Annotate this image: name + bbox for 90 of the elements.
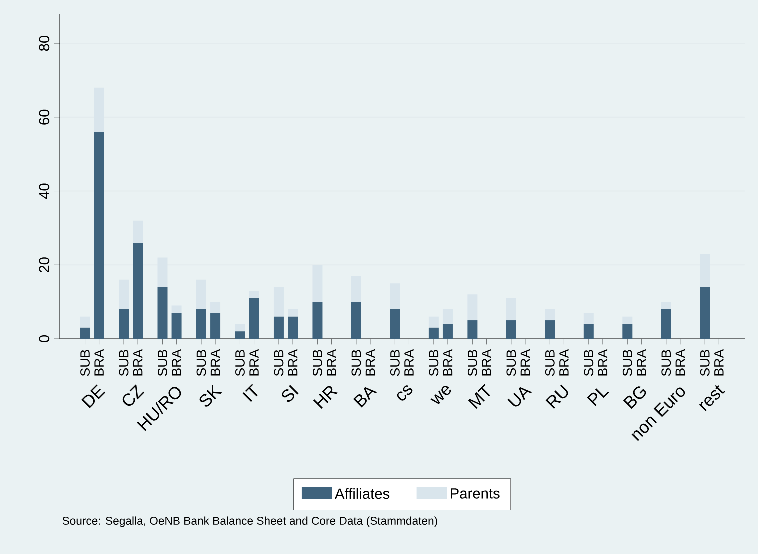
x-tick-label: SUB <box>662 350 672 376</box>
x-tick-label: BRA <box>404 349 414 376</box>
text: UA <box>508 387 532 407</box>
bar <box>312 302 323 339</box>
text: cs <box>397 386 413 401</box>
bar <box>196 280 206 310</box>
bar <box>196 309 206 339</box>
x-tick-label: SUB <box>352 350 362 376</box>
x-tick-label: BRA <box>133 349 143 376</box>
y-tick-label: 40 <box>39 184 50 200</box>
bar <box>390 284 400 310</box>
bar <box>506 320 516 339</box>
bar <box>700 287 710 339</box>
y-tick-label: 80 <box>39 36 50 52</box>
bar <box>661 302 672 310</box>
bar <box>545 320 556 339</box>
x-tick-label: SUB <box>80 350 90 376</box>
x-tick-label: SUB <box>622 350 632 376</box>
x-tick-label: SUB <box>429 350 439 376</box>
text: RU <box>546 384 568 410</box>
x-tick-label: SUB <box>119 350 129 376</box>
x-tick-label: BRA <box>327 349 336 376</box>
text: MT <box>468 384 490 410</box>
source-note: Source: Segalla, OeNB Bank Balance Sheet and Core Data (Stammdaten) <box>62 516 438 528</box>
x-tick-label: BRA <box>172 349 182 376</box>
text: SI <box>282 385 299 402</box>
bar <box>80 328 90 339</box>
y-tick-label: 0 <box>39 336 50 343</box>
text: IT <box>242 384 258 402</box>
y-tick-label: 20 <box>39 258 50 273</box>
bar <box>80 316 90 328</box>
x-tick-label: BRA <box>560 349 569 376</box>
x-tick-label: BRA <box>288 349 298 376</box>
x-tick-label: BRA <box>676 349 686 376</box>
x-tick-label: BRA <box>520 349 530 376</box>
bar <box>351 302 362 339</box>
x-tick-label: BRA <box>94 349 104 376</box>
bar <box>428 316 439 328</box>
x-tick-label: SUB <box>313 350 322 376</box>
x-tick-label: BRA <box>482 349 492 376</box>
bar <box>274 316 284 339</box>
bar <box>584 324 594 339</box>
text: BG <box>623 386 646 410</box>
x-tick-label: SUB <box>196 350 206 376</box>
text: we <box>430 386 452 404</box>
bar <box>622 324 633 339</box>
bar <box>661 309 672 339</box>
bar <box>468 294 478 321</box>
x-tick-label: BRA <box>637 349 646 376</box>
bar <box>390 309 400 339</box>
legend-label: Parents <box>451 488 500 499</box>
x-tick-label: SUB <box>506 350 516 376</box>
y-tick-label: 60 <box>39 110 50 125</box>
text: rest <box>699 385 726 412</box>
x-tick-label: BRA <box>598 349 608 376</box>
bar <box>468 320 478 339</box>
bar <box>235 324 246 332</box>
x-tick-label: BRA <box>443 349 453 376</box>
x-tick-label: SUB <box>390 350 400 376</box>
text: SK <box>200 384 222 407</box>
bar <box>119 309 130 339</box>
bar <box>312 265 323 302</box>
bar <box>119 280 130 310</box>
x-tick-label: BRA <box>366 349 376 376</box>
bar <box>428 328 439 339</box>
x-tick-label: BRA <box>714 349 724 376</box>
bar <box>622 316 633 324</box>
x-tick-label: SUB <box>700 350 710 376</box>
text: PL <box>587 388 610 406</box>
text: HR <box>313 386 338 410</box>
bar <box>351 276 362 302</box>
x-tick-label: BRA <box>250 349 259 376</box>
x-tick-label: SUB <box>236 350 245 376</box>
text: DE <box>82 384 106 408</box>
bar <box>158 287 168 339</box>
bar <box>545 309 556 321</box>
x-tick-label: SUB <box>584 350 594 376</box>
x-tick-label: SUB <box>158 350 168 376</box>
x-tick-label: SUB <box>545 350 555 376</box>
bar <box>700 254 710 288</box>
bar <box>235 332 246 339</box>
bar <box>158 258 168 288</box>
x-tick-label: BRA <box>210 349 220 376</box>
bar <box>274 287 284 317</box>
bar <box>506 298 516 321</box>
bar <box>584 313 594 324</box>
text: BA <box>353 387 378 408</box>
legend-label: Affiliates <box>335 488 390 500</box>
x-tick-label: SUB <box>468 350 478 376</box>
x-tick-label: SUB <box>274 350 284 376</box>
